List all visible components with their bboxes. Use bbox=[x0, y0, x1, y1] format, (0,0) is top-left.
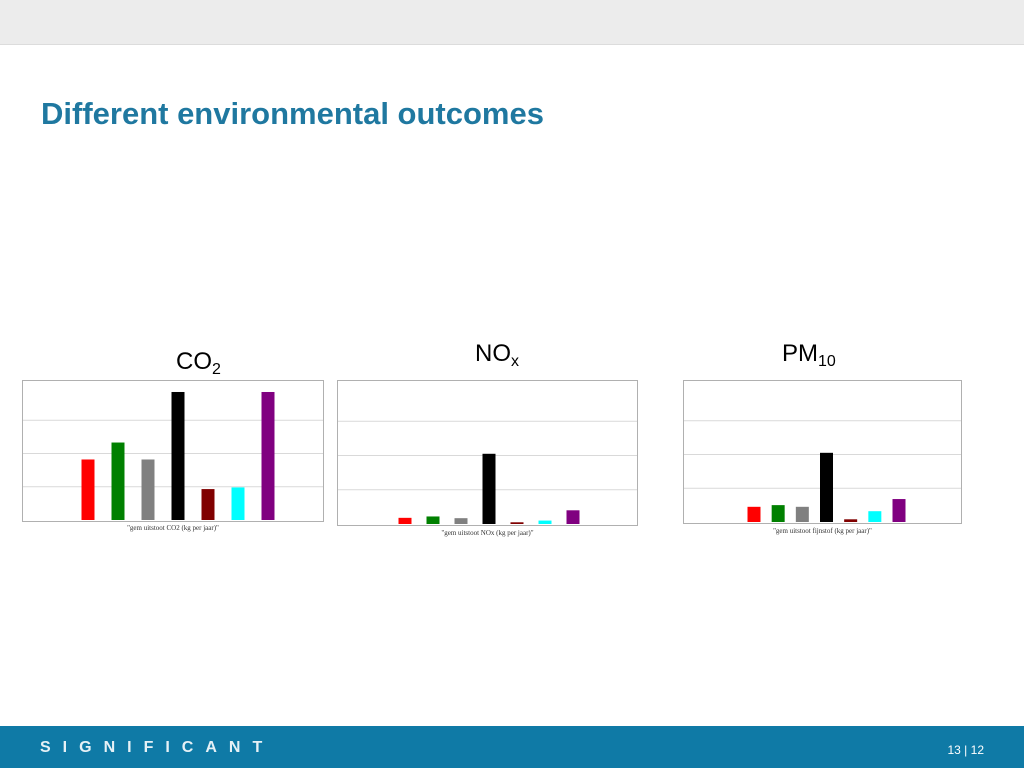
chart-nox-title-sub: x bbox=[511, 353, 519, 370]
chart-pm10 bbox=[683, 380, 962, 524]
chart-nox-bar-7 bbox=[566, 510, 580, 524]
chart-pm10-bar-4 bbox=[820, 452, 833, 522]
chart-co2-plot bbox=[23, 391, 323, 520]
chart-co2-title-base: CO bbox=[176, 348, 212, 375]
slide-title: Different environmental outcomes bbox=[41, 96, 544, 131]
chart-co2-bar-6 bbox=[231, 487, 245, 520]
chart-pm10-title-base: PM bbox=[782, 340, 818, 367]
chart-co2-title: CO2 bbox=[176, 350, 221, 378]
chart-pm10-bar-1 bbox=[747, 506, 761, 522]
chart-nox-xlabel: "gem uitstoot NOx (kg per jaar)" bbox=[441, 529, 534, 537]
chart-pm10-bar-7 bbox=[892, 499, 906, 522]
chart-co2-bar-5 bbox=[201, 489, 215, 520]
footer-bar: SIGNIFICANT 13 | 12 bbox=[0, 726, 1024, 768]
chart-pm10-bar-3 bbox=[795, 506, 809, 522]
page-number: 13 | 12 bbox=[947, 743, 984, 757]
chart-nox-bar-3 bbox=[454, 518, 468, 524]
chart-co2-bar-4 bbox=[171, 391, 185, 520]
chart-nox-title-base: NO bbox=[475, 340, 511, 367]
page-total: 12 bbox=[970, 743, 984, 757]
chart-nox-plot bbox=[338, 420, 637, 524]
chart-pm10-xlabel: "gem uitstoot fijnstof (kg per jaar)" bbox=[773, 527, 872, 535]
chart-pm10-plot bbox=[684, 420, 961, 522]
page-separator: | bbox=[964, 743, 968, 757]
chart-nox-title: NOx bbox=[475, 342, 519, 370]
chart-nox-bar-6 bbox=[538, 520, 552, 524]
chart-pm10-bar-6 bbox=[868, 511, 882, 522]
chart-co2-bar-1 bbox=[81, 459, 95, 520]
chart-co2-bar-3 bbox=[141, 459, 155, 520]
chart-nox-bar-4 bbox=[482, 453, 496, 524]
chart-co2-bar-7 bbox=[261, 391, 275, 520]
chart-co2-xlabel: "gem uitstoot CO2 (kg per jaar)" bbox=[127, 524, 219, 532]
chart-nox-bar-2 bbox=[426, 516, 440, 524]
chart-nox-bar-5 bbox=[510, 522, 524, 524]
page-current: 13 bbox=[947, 743, 961, 757]
chart-pm10-bar-2 bbox=[771, 505, 785, 522]
chart-pm10-bar-5 bbox=[844, 519, 858, 522]
chart-co2-title-sub: 2 bbox=[212, 361, 221, 378]
chart-pm10-title: PM10 bbox=[782, 342, 836, 370]
chart-pm10-title-sub: 10 bbox=[818, 353, 836, 370]
significant-logo: SIGNIFICANT bbox=[40, 739, 275, 756]
chart-nox-bar-1 bbox=[398, 517, 412, 524]
top-bar bbox=[0, 0, 1024, 45]
chart-co2-bar-2 bbox=[111, 442, 125, 520]
chart-co2 bbox=[22, 380, 324, 522]
chart-nox bbox=[337, 380, 638, 526]
